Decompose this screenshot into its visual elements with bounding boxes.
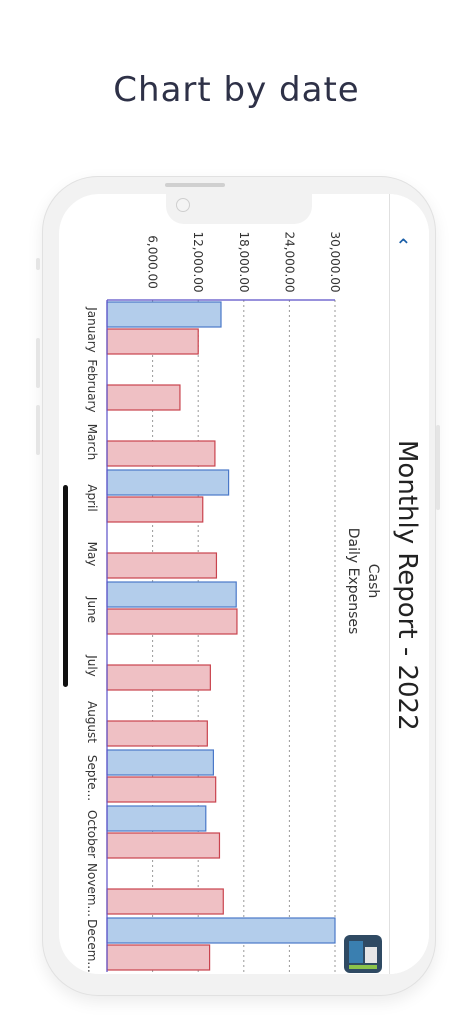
bar-red[interactable] — [106, 720, 208, 747]
bar-red[interactable] — [106, 832, 221, 859]
bar-red[interactable] — [106, 440, 216, 467]
category-label: Septe... — [85, 755, 99, 801]
power-button — [436, 425, 440, 510]
phone-speaker — [165, 183, 225, 187]
category-label: July — [85, 654, 99, 677]
bar-red[interactable] — [106, 664, 211, 691]
bar-blue[interactable] — [106, 581, 237, 608]
x-tick-label: 30,000.00 — [328, 231, 342, 292]
category-label: October — [85, 810, 99, 858]
home-indicator[interactable] — [63, 485, 68, 687]
bar-blue[interactable] — [106, 917, 336, 944]
report-app-icon[interactable] — [344, 935, 382, 973]
bar-red[interactable] — [106, 608, 238, 635]
bar-red[interactable] — [106, 944, 211, 971]
bar-blue[interactable] — [106, 301, 222, 328]
category-label: April — [85, 484, 99, 511]
bar-blue[interactable] — [106, 469, 230, 496]
category-label: May — [85, 542, 99, 567]
bar-blue[interactable] — [106, 805, 207, 832]
category-label: August — [85, 701, 99, 743]
x-tick-label: 24,000.00 — [282, 231, 296, 292]
category-label: March — [85, 424, 99, 461]
category-label: June — [85, 596, 99, 623]
mute-switch — [36, 258, 40, 270]
front-camera — [176, 198, 190, 212]
bar-red[interactable] — [106, 328, 199, 355]
bar-red[interactable] — [106, 496, 204, 523]
category-label: January — [85, 306, 99, 353]
volume-down-button — [36, 405, 40, 455]
chevron-up-icon[interactable]: ⌃ — [395, 234, 412, 258]
bar-red[interactable] — [106, 552, 218, 579]
volume-up-button — [36, 338, 40, 388]
category-label: Decem... — [85, 919, 99, 973]
bar-red[interactable] — [106, 888, 224, 915]
x-tick-label: 18,000.00 — [237, 231, 251, 292]
category-label: February — [85, 359, 99, 412]
category-label: Novem... — [85, 863, 99, 917]
bar-red[interactable] — [106, 384, 181, 411]
app-header — [389, 194, 429, 974]
x-tick-label: 6,000.00 — [146, 235, 160, 288]
page-heading: Chart by date — [113, 70, 360, 110]
phone-notch — [166, 194, 312, 224]
bar-red[interactable] — [106, 776, 217, 803]
x-tick-label: 12,000.00 — [191, 231, 205, 292]
bar-blue[interactable] — [106, 749, 215, 776]
